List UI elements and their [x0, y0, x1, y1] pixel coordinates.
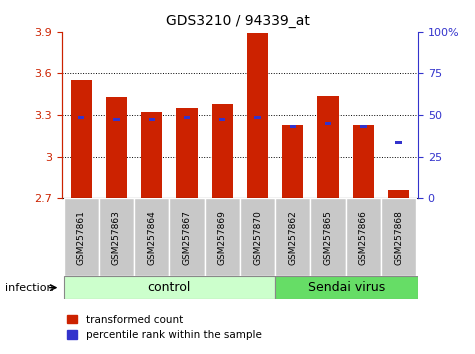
Bar [317, 96, 339, 198]
Bar [64, 198, 99, 276]
Bar [282, 125, 304, 198]
Bar [219, 118, 226, 121]
Bar [106, 97, 127, 198]
Bar [247, 33, 268, 198]
Text: GSM257861: GSM257861 [76, 210, 86, 265]
Bar [64, 276, 275, 299]
Bar [176, 108, 198, 198]
Text: GSM257864: GSM257864 [147, 210, 156, 264]
Text: GSM257866: GSM257866 [359, 210, 368, 265]
Bar [275, 198, 311, 276]
Text: GSM257869: GSM257869 [218, 210, 227, 265]
Text: GSM257870: GSM257870 [253, 210, 262, 265]
Text: GSM257863: GSM257863 [112, 210, 121, 265]
Text: GSM257867: GSM257867 [182, 210, 191, 265]
Bar [149, 118, 155, 121]
Text: GSM257862: GSM257862 [288, 210, 297, 264]
Bar [169, 198, 205, 276]
Bar [240, 198, 275, 276]
Text: GDS3210 / 94339_at: GDS3210 / 94339_at [166, 14, 309, 28]
Bar [360, 125, 367, 129]
Bar [71, 80, 92, 198]
Text: GSM257865: GSM257865 [323, 210, 332, 265]
Bar [381, 198, 416, 276]
Bar [205, 198, 240, 276]
Bar [311, 198, 346, 276]
Bar [184, 116, 190, 119]
Bar [388, 190, 409, 198]
Bar [325, 122, 331, 125]
Bar [395, 141, 402, 144]
Bar [353, 125, 374, 198]
Legend: transformed count, percentile rank within the sample: transformed count, percentile rank withi… [67, 315, 262, 340]
Text: Sendai virus: Sendai virus [308, 281, 385, 294]
Bar [99, 198, 134, 276]
Bar [141, 112, 162, 198]
Bar [254, 116, 261, 119]
Text: GSM257868: GSM257868 [394, 210, 403, 265]
Bar [134, 198, 169, 276]
Bar [212, 104, 233, 198]
Bar [346, 198, 381, 276]
Bar [78, 116, 85, 119]
Bar [290, 125, 296, 129]
Bar [113, 118, 120, 121]
Text: infection: infection [5, 282, 53, 293]
Bar [275, 276, 418, 299]
Text: control: control [148, 281, 191, 294]
